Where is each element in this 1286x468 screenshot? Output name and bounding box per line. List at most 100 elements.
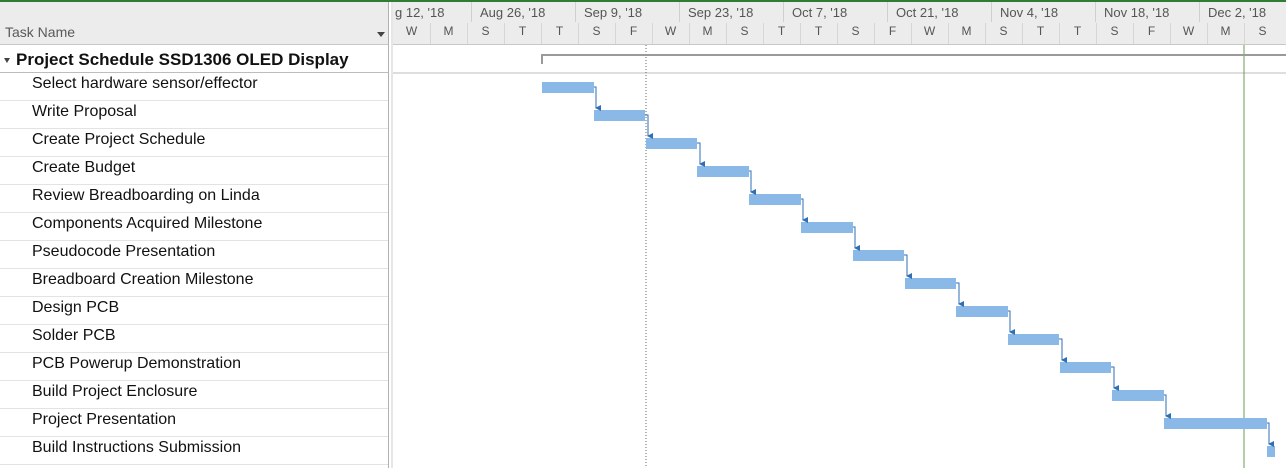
timescale-tick — [578, 23, 579, 44]
timescale-minor-label: T — [518, 24, 527, 38]
task-name: Create Budget — [32, 159, 136, 176]
task-bar[interactable] — [1008, 334, 1059, 345]
timescale-tick — [504, 23, 505, 44]
dependency-link — [956, 282, 964, 307]
timescale-separator — [887, 2, 888, 22]
task-bar[interactable] — [801, 222, 853, 233]
timescale-minor-label: S — [999, 24, 1008, 38]
timescale-tick — [1207, 23, 1208, 44]
timescale-minor-label: M — [702, 24, 713, 38]
task-name: Breadboard Creation Milestone — [32, 271, 254, 288]
timescale-major-label: Oct 7, '18 — [792, 5, 848, 20]
timescale-minor-label: S — [481, 24, 490, 38]
timescale-tick — [615, 23, 616, 44]
timescale-tick — [800, 23, 801, 44]
task-name: Design PCB — [32, 299, 120, 316]
timescale-major-label: Sep 9, '18 — [584, 5, 643, 20]
task-row[interactable]: Components Acquired Milestone — [0, 213, 388, 241]
timescale-major-label: Nov 18, '18 — [1104, 5, 1170, 20]
dependency-link — [1164, 394, 1171, 419]
timescale-minor-label: M — [443, 24, 454, 38]
task-bar[interactable] — [1060, 362, 1111, 373]
timescale-minor-label: W — [923, 24, 936, 38]
timescale-major-label: Sep 23, '18 — [688, 5, 754, 20]
dependency-link — [904, 254, 912, 279]
timescale-tick — [911, 23, 912, 44]
summary-bar[interactable] — [541, 54, 1286, 64]
task-row[interactable]: Breadboard Creation Milestone — [0, 269, 388, 297]
task-row[interactable]: Write Proposal — [0, 101, 388, 129]
timescale-minor-label: S — [1110, 24, 1119, 38]
timescale-tick — [726, 23, 727, 44]
timescale-minor-label: S — [592, 24, 601, 38]
task-bar[interactable] — [956, 306, 1008, 317]
task-row[interactable]: Select hardware sensor/effector — [0, 73, 388, 101]
task-row[interactable]: Build Project Enclosure — [0, 381, 388, 409]
dependency-link — [853, 226, 860, 251]
dependency-link — [801, 198, 808, 223]
task-bar[interactable] — [646, 138, 697, 149]
pane-divider-shadow — [391, 2, 393, 468]
task-name: Select hardware sensor/effector — [32, 75, 258, 92]
collapse-triangle-icon[interactable] — [4, 58, 10, 63]
timescale-separator — [679, 2, 680, 22]
task-bar[interactable] — [697, 166, 749, 177]
timescale-tick — [948, 23, 949, 44]
task-row[interactable]: Pseudocode Presentation — [0, 241, 388, 269]
task-bar[interactable] — [853, 250, 904, 261]
dependency-link — [1059, 338, 1067, 363]
filter-dropdown-icon[interactable] — [377, 32, 385, 37]
timescale-major-label: Aug 26, '18 — [480, 5, 546, 20]
task-name: Components Acquired Milestone — [32, 215, 263, 232]
timescale-tick — [1170, 23, 1171, 44]
task-name: Build Project Enclosure — [32, 383, 198, 400]
gantt-chart-area[interactable] — [393, 45, 1286, 468]
timescale-tick — [1244, 23, 1245, 44]
task-bar[interactable] — [749, 194, 801, 205]
timescale-minor-label: M — [961, 24, 972, 38]
task-row[interactable]: Create Budget — [0, 157, 388, 185]
task-row[interactable]: PCB Powerup Demonstration — [0, 353, 388, 381]
task-name: Solder PCB — [32, 327, 116, 344]
task-row[interactable]: Design PCB — [0, 297, 388, 325]
timescale-major-label: g 12, '18 — [395, 5, 445, 20]
task-bar[interactable] — [1112, 390, 1164, 401]
timescale-minor-label: S — [1258, 24, 1267, 38]
task-row[interactable]: Build Instructions Submission — [0, 437, 388, 465]
summary-task-row[interactable]: Project Schedule SSD1306 OLED Display — [0, 45, 388, 73]
task-name-column-header[interactable]: Task Name — [0, 2, 388, 45]
timescale-minor-label: T — [814, 24, 823, 38]
timescale-tick — [467, 23, 468, 44]
task-name: Create Project Schedule — [32, 131, 206, 148]
dependency-link — [594, 86, 601, 111]
timescale-minor-label: T — [777, 24, 786, 38]
timescale-separator — [1095, 2, 1096, 22]
timescale-minor-label: S — [740, 24, 749, 38]
timescale-major-label: Dec 2, '18 — [1208, 5, 1267, 20]
task-bar[interactable] — [905, 278, 956, 289]
task-row[interactable]: Solder PCB — [0, 325, 388, 353]
task-row[interactable]: Review Breadboarding on Linda — [0, 185, 388, 213]
timescale-separator — [575, 2, 576, 22]
task-bar[interactable] — [542, 82, 594, 93]
task-name: Project Presentation — [32, 411, 177, 428]
window-top-accent — [0, 0, 1286, 2]
timescale-tick — [1096, 23, 1097, 44]
task-bar[interactable] — [594, 110, 645, 121]
task-name-header-label: Task Name — [5, 24, 76, 40]
dependency-link — [1111, 366, 1119, 391]
task-row[interactable]: Create Project Schedule — [0, 129, 388, 157]
timescale-minor-label: T — [555, 24, 564, 38]
task-name: Build Instructions Submission — [32, 439, 241, 456]
timescale-separator — [783, 2, 784, 22]
timescale-tick — [541, 23, 542, 44]
task-bar[interactable] — [1164, 418, 1267, 429]
timescale-major-label: Oct 21, '18 — [896, 5, 959, 20]
timescale-tick — [1022, 23, 1023, 44]
summary-task-name: Project Schedule SSD1306 OLED Display — [16, 50, 349, 69]
timescale-minor-label: M — [1220, 24, 1231, 38]
task-row[interactable]: Project Presentation — [0, 409, 388, 437]
timescale-minor-label: S — [851, 24, 860, 38]
task-bar[interactable] — [1267, 446, 1275, 457]
pane-divider[interactable] — [388, 2, 389, 468]
